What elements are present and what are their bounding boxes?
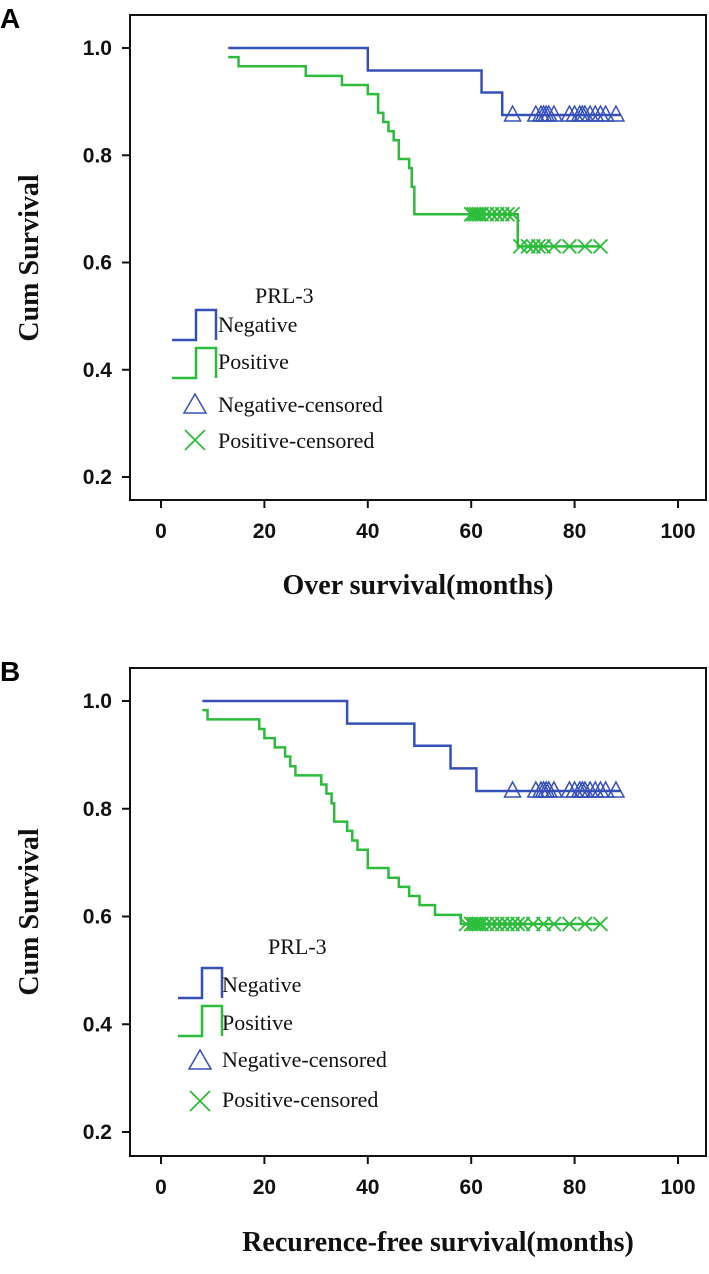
legend-title: PRL-3 [268, 934, 327, 959]
legend-negative-step-icon [178, 966, 224, 1000]
x-tick-label: 40 [356, 520, 379, 543]
legend-triangle-icon [187, 1048, 213, 1070]
x-tick-label: 60 [460, 1176, 483, 1199]
legend-positive-label: Positive [218, 349, 289, 374]
plot-frame [129, 667, 707, 1157]
y-tick-label: 0.6 [83, 252, 112, 275]
plot-frame [129, 14, 707, 501]
positive-censored-marker [530, 238, 547, 255]
x-tick-label: 60 [460, 520, 483, 543]
x-tick-label: 20 [253, 520, 276, 543]
positive-censored-marker [592, 916, 609, 932]
positive-censored-marker [592, 238, 609, 255]
legend-positive-label: Positive [222, 1010, 293, 1035]
negative-censored-marker [606, 780, 626, 798]
positive-censored-marker [510, 916, 526, 932]
x-tick-label: 0 [155, 520, 167, 543]
negative-censored-marker [503, 780, 522, 798]
positive-survival-curve [202, 708, 601, 926]
x-tick-label: 20 [253, 1176, 276, 1199]
positive-censored-marker [471, 206, 487, 222]
positive-censored-marker [577, 916, 593, 932]
legend-negative-label: Negative [222, 972, 301, 997]
negative-censored-marker [544, 780, 564, 798]
positive-censored-marker [466, 916, 482, 932]
legend-cross-icon [189, 1090, 211, 1112]
legend-positive-step-icon [172, 346, 218, 380]
y-tick-label: 1.0 [83, 37, 112, 60]
positive-censored-marker [577, 238, 593, 255]
positive-censored-marker [466, 206, 482, 222]
positive-censored-marker [546, 916, 562, 932]
negative-censored-marker [596, 104, 615, 122]
legend-triangle-icon [182, 392, 208, 414]
x-tick-label: 80 [563, 520, 586, 543]
x-tick-label: 40 [356, 1176, 379, 1199]
positive-survival-curve [228, 55, 601, 248]
y-tick-label: 0.6 [83, 906, 112, 929]
legend-positive-censored-label: Positive-censored [222, 1087, 378, 1112]
positive-censored-marker [561, 238, 578, 255]
legend-cross-icon [184, 429, 206, 451]
legend-negative-label: Negative [218, 312, 297, 337]
legend-negative-step-icon [172, 308, 218, 342]
legend-positive-censored-label: Positive-censored [218, 428, 374, 453]
panel-label: A [0, 3, 20, 34]
y-axis-label: Cum Survival [14, 828, 45, 995]
negative-censored-marker [606, 104, 626, 122]
x-axis-label: Recurence-free survival(months) [242, 1227, 634, 1258]
legend-negative-censored-label: Negative-censored [218, 392, 383, 417]
legend-title: PRL-3 [255, 283, 314, 308]
y-axis-label: Cum Survival [14, 174, 45, 341]
positive-censored-marker [546, 238, 562, 255]
y-tick-label: 0.8 [83, 798, 113, 821]
y-tick-label: 0.4 [83, 1013, 113, 1036]
negative-censored-marker [544, 104, 564, 122]
y-tick-label: 0.2 [83, 466, 112, 489]
x-axis-label: Over survival(months) [283, 570, 554, 601]
x-tick-label: 100 [660, 520, 695, 543]
y-tick-label: 0.8 [83, 144, 113, 167]
y-tick-label: 0.2 [83, 1121, 112, 1144]
negative-censored-marker [503, 104, 522, 122]
x-tick-label: 100 [660, 1176, 695, 1199]
legend-positive-step-icon [178, 1004, 224, 1038]
positive-censored-marker [561, 916, 578, 932]
x-tick-label: 80 [563, 1176, 586, 1199]
legend-negative-censored-label: Negative-censored [222, 1047, 387, 1072]
negative-survival-curve [228, 46, 622, 117]
positive-censored-marker [504, 206, 521, 222]
x-tick-label: 0 [155, 1176, 167, 1199]
negative-censored-marker [596, 780, 615, 798]
y-tick-label: 1.0 [83, 690, 112, 713]
positive-censored-marker [512, 238, 528, 255]
positive-censored-marker [471, 916, 487, 932]
negative-survival-curve [202, 699, 622, 793]
panel-label: B [0, 656, 20, 687]
panel-a: A Over survival(months) Cum Survival PRL… [0, 3, 707, 601]
positive-censored-marker [499, 206, 516, 222]
y-tick-label: 0.4 [83, 359, 113, 382]
panel-b: B Recurence-free survival(months) Cum Su… [0, 656, 707, 1258]
